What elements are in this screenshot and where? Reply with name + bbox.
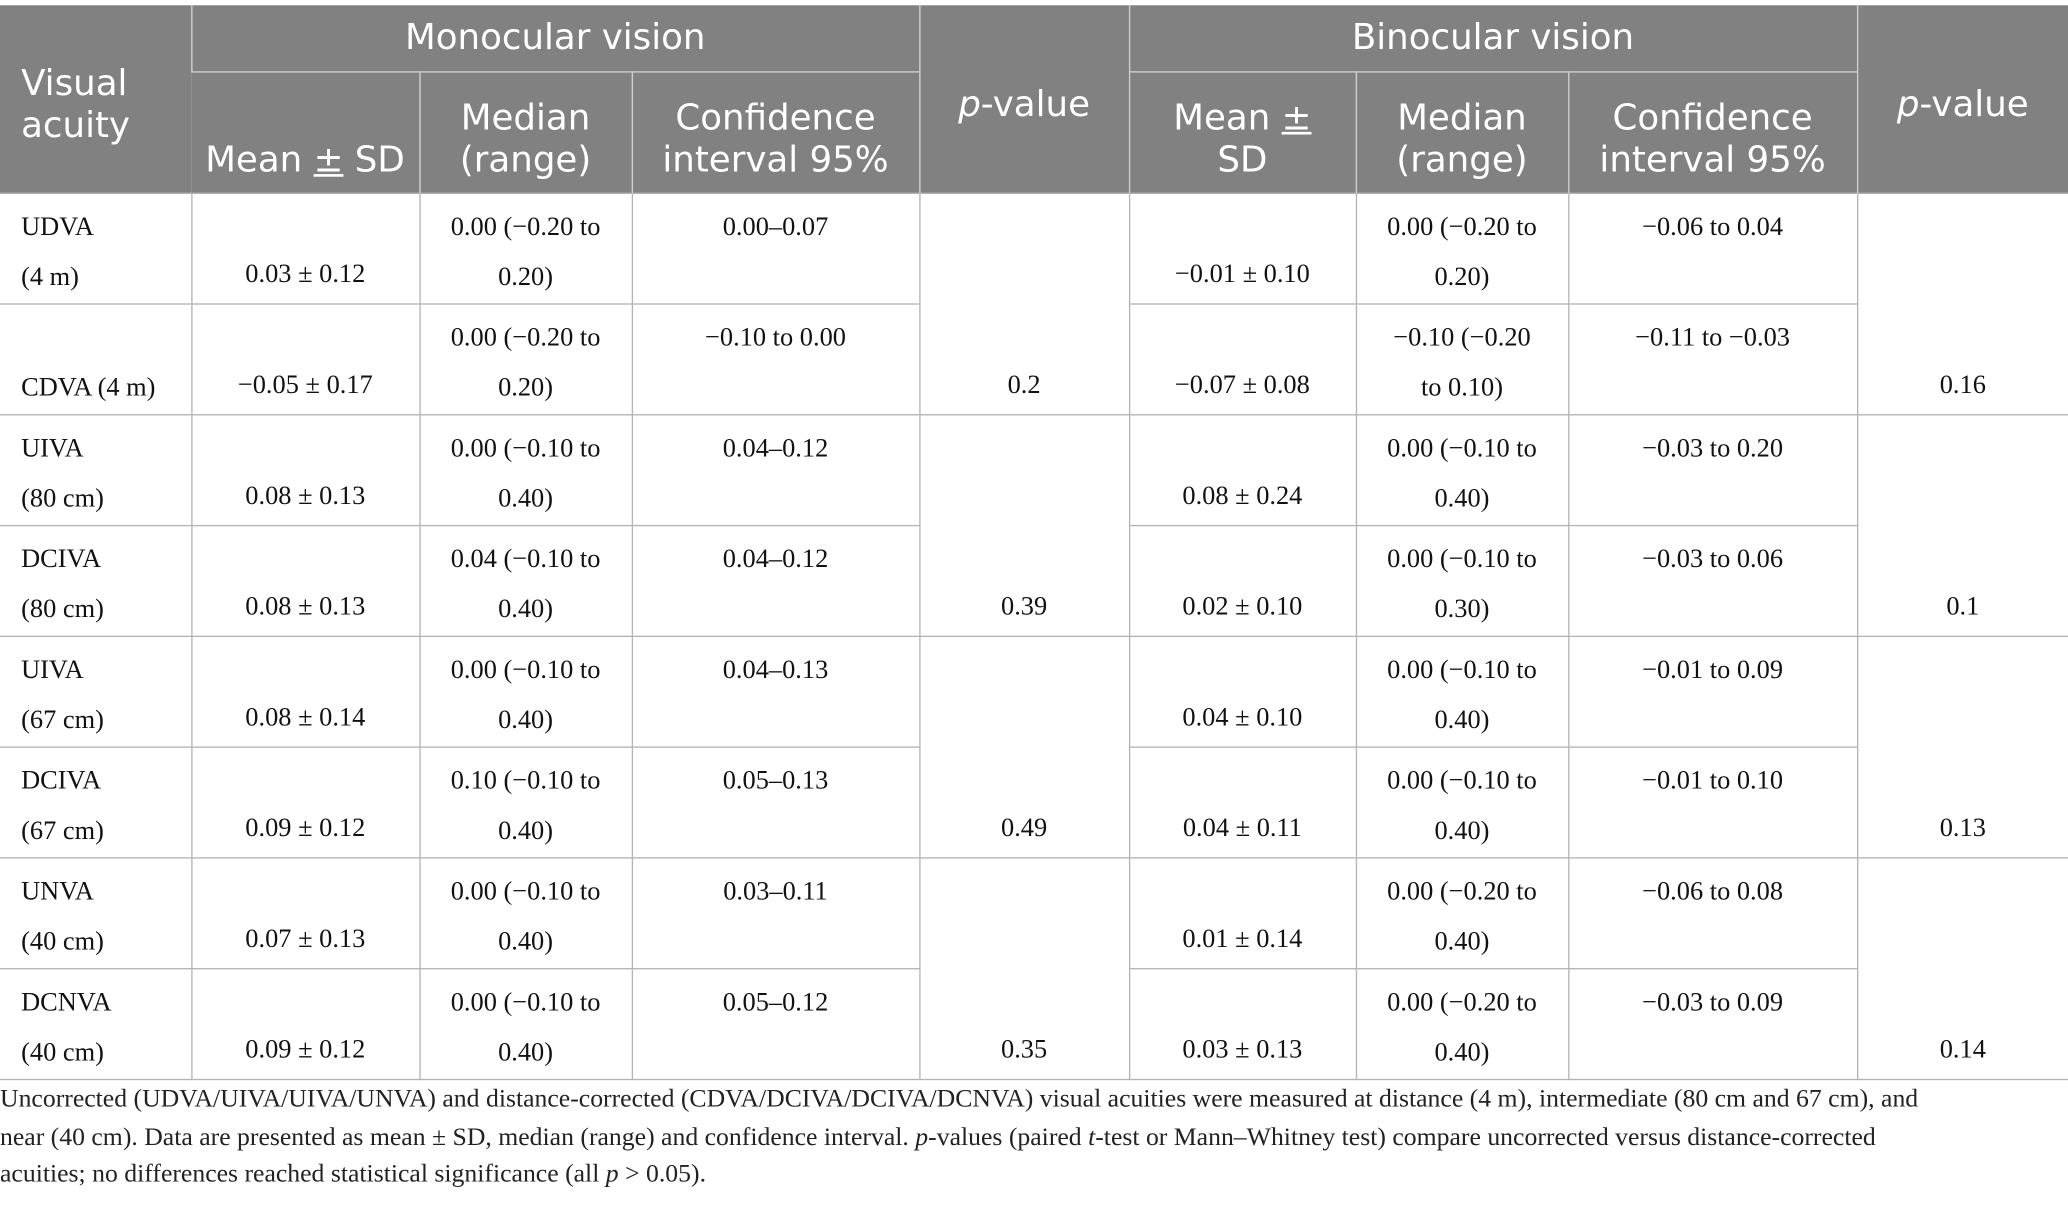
mono-median-range: 0.00 (−0.20 to 0.20) — [418, 303, 633, 416]
table-body: UDVA (4 m) 0.03 ± 0.12 0.00 (−0.20 to 0.20) 0… — [0, 192, 2068, 1081]
bino-mean-sd: 0.08 ± 0.24 — [1128, 414, 1357, 527]
bino-mean-sd: 0.04 ± 0.10 — [1128, 635, 1357, 748]
header-bino-ci: Confidence interval 95% — [1567, 71, 1857, 194]
mono-median-range: 0.04 (−0.10 to 0.40) — [418, 524, 633, 638]
row-label: UIVA (67 cm) — [0, 635, 192, 748]
mono-mean-sd: 0.09 ± 0.12 — [190, 746, 421, 859]
bino-median-range: 0.00 (−0.20 to 0.40) — [1355, 968, 1569, 1081]
bino-confidence-interval: −0.06 to 0.08 — [1567, 857, 1858, 970]
mono-mean-sd: 0.07 ± 0.13 — [190, 857, 421, 970]
header-mono-median: Median (range) — [418, 71, 632, 194]
p-value-binocular: 0.14 — [1856, 857, 2068, 1081]
row-label: DCIVA (80 cm) — [0, 524, 192, 638]
bino-median-range: 0.00 (−0.20 to 0.40) — [1355, 857, 1569, 970]
bino-mean-sd: 0.04 ± 0.11 — [1128, 746, 1357, 859]
p-value-monocular: 0.49 — [918, 635, 1130, 859]
mono-mean-sd: 0.09 ± 0.12 — [190, 968, 421, 1081]
table-row: UDVA (4 m) 0.03 ± 0.12 0.00 (−0.20 to 0.20) 0… — [0, 192, 2068, 416]
caption-line-2: near (40 cm). Data are presented as mean… — [0, 1123, 1876, 1151]
mono-mean-sd: −0.05 ± 0.17 — [190, 303, 421, 416]
table-row: DCIVA (80 cm) 0.08 ± 0.13 0.04 (−0.10 to 0.4… — [0, 524, 2068, 638]
mono-median-range: 0.10 (−0.10 to 0.40) — [418, 746, 633, 859]
header-binocular-vision: Binocular vision — [1128, 5, 1857, 73]
mono-confidence-interval: 0.00–0.07 — [631, 192, 920, 305]
header-p-value-monocular: p-value — [918, 5, 1129, 194]
bino-mean-sd: 0.02 ± 0.10 — [1128, 524, 1357, 638]
mono-median-range: 0.00 (−0.10 to 0.40) — [418, 968, 633, 1081]
header-p-value-binocular: p-value — [1856, 5, 2068, 194]
p-value-monocular: 0.2 — [918, 192, 1130, 416]
mono-mean-sd: 0.08 ± 0.13 — [190, 414, 421, 527]
p-value-binocular: 0.1 — [1856, 414, 2068, 638]
row-label: UNVA (40 cm) — [0, 857, 192, 970]
mono-mean-sd: 0.08 ± 0.14 — [190, 635, 421, 748]
row-label: UDVA (4 m) — [0, 192, 192, 305]
table-row: DCNVA (40 cm) 0.09 ± 0.12 0.00 (−0.10 to 0.4… — [0, 968, 2068, 1081]
header-visual-acuity: Visual acuity — [0, 5, 192, 194]
mono-median-range: 0.00 (−0.20 to 0.20) — [418, 192, 633, 305]
header-bino-median: Median (range) — [1355, 71, 1569, 194]
header-bino-mean-sd: Mean ± SD — [1128, 71, 1356, 194]
table-row: CDVA (4 m) −0.05 ± 0.17 0.00 (−0.20 to 0.20… — [0, 303, 2068, 416]
bino-confidence-interval: −0.01 to 0.10 — [1567, 746, 1857, 859]
bino-median-range: 0.00 (−0.20 to 0.20) — [1355, 192, 1569, 305]
row-label: CDVA (4 m) — [0, 303, 192, 416]
table-row: UIVA (67 cm) 0.08 ± 0.14 0.00 (−0.10 to 0.40… — [0, 635, 2068, 859]
bino-mean-sd: 0.03 ± 0.13 — [1128, 968, 1357, 1081]
header-mono-mean-sd: Mean ± SD — [191, 71, 420, 194]
mono-confidence-interval: −0.10 to 0.00 — [631, 303, 920, 416]
p-value-monocular: 0.35 — [918, 857, 1130, 1081]
bino-median-range: 0.00 (−0.10 to 0.40) — [1355, 746, 1569, 859]
table-row: UNVA (40 cm) 0.07 ± 0.13 0.00 (−0.10 to 0.40… — [0, 857, 2068, 1081]
bino-confidence-interval: −0.03 to 0.20 — [1567, 414, 1858, 527]
mono-confidence-interval: 0.05–0.13 — [631, 746, 920, 859]
mono-median-range: 0.00 (−0.10 to 0.40) — [418, 635, 633, 748]
mono-confidence-interval: 0.05–0.12 — [631, 968, 920, 1081]
visual-acuity-table: Visual acuity Monocular vision p-value B… — [0, 5, 2068, 1081]
p-value-binocular: 0.16 — [1856, 192, 2068, 416]
bino-mean-sd: −0.07 ± 0.08 — [1128, 303, 1357, 416]
mono-confidence-interval: 0.04–0.12 — [631, 414, 920, 527]
bino-median-range: 0.00 (−0.10 to 0.30) — [1355, 524, 1569, 638]
mono-confidence-interval: 0.04–0.12 — [631, 524, 920, 638]
mono-median-range: 0.00 (−0.10 to 0.40) — [418, 857, 633, 970]
table-row: UIVA (80 cm) 0.08 ± 0.13 0.00 (−0.10 to 0.40… — [0, 414, 2068, 638]
caption-line-1: Uncorrected (UDVA/UIVA/UIVA/UNVA) and di… — [0, 1085, 1919, 1114]
table-caption: Uncorrected (UDVA/UIVA/UIVA/UNVA) and di… — [0, 1081, 2057, 1194]
bino-confidence-interval: −0.03 to 0.09 — [1567, 968, 1857, 1081]
bino-confidence-interval: −0.03 to 0.06 — [1567, 524, 1857, 638]
bino-mean-sd: −0.01 ± 0.10 — [1128, 192, 1357, 305]
p-value-binocular: 0.13 — [1856, 635, 2068, 859]
table-row: DCIVA (67 cm) 0.09 ± 0.12 0.10 (−0.10 to 0.4… — [0, 746, 2068, 859]
mono-mean-sd: 0.03 ± 0.12 — [190, 192, 421, 305]
mono-median-range: 0.00 (−0.10 to 0.40) — [418, 414, 633, 527]
bino-confidence-interval: −0.06 to 0.04 — [1567, 192, 1858, 305]
p-value-monocular: 0.39 — [918, 414, 1130, 638]
mono-mean-sd: 0.08 ± 0.13 — [190, 524, 421, 638]
mono-confidence-interval: 0.04–0.13 — [631, 635, 920, 748]
header-monocular-vision: Monocular vision — [190, 5, 920, 73]
bino-mean-sd: 0.01 ± 0.14 — [1128, 857, 1357, 970]
caption-line-3: acuities; no differences reached statist… — [0, 1160, 707, 1189]
header-mono-ci: Confidence interval 95% — [631, 71, 920, 194]
bino-median-range: 0.00 (−0.10 to 0.40) — [1355, 414, 1569, 527]
row-label: DCNVA (40 cm) — [0, 968, 192, 1081]
bino-confidence-interval: −0.01 to 0.09 — [1567, 635, 1858, 748]
row-label: DCIVA (67 cm) — [0, 746, 192, 859]
bino-median-range: 0.00 (−0.10 to 0.40) — [1355, 635, 1569, 748]
mono-confidence-interval: 0.03–0.11 — [631, 857, 920, 970]
bino-confidence-interval: −0.11 to −0.03 — [1567, 303, 1857, 416]
bino-median-range: −0.10 (−0.20 to 0.10) — [1355, 303, 1569, 416]
row-label: UIVA (80 cm) — [0, 414, 192, 527]
